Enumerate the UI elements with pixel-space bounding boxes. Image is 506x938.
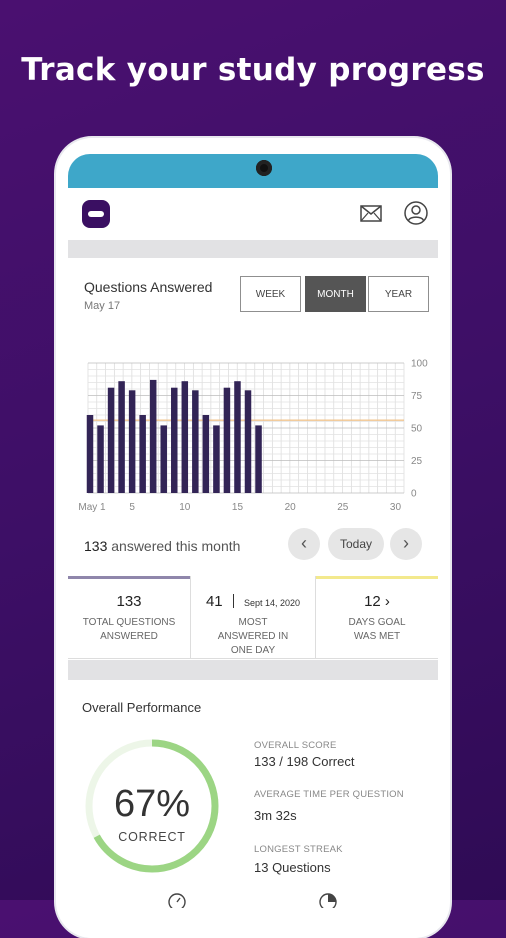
camera-icon — [256, 160, 272, 176]
bar-day-15 — [234, 381, 241, 493]
x-tick-label: 10 — [179, 502, 191, 513]
bar-day-1 — [86, 415, 94, 493]
y-tick-label: 0 — [411, 489, 417, 500]
app-logo-icon[interactable] — [82, 200, 110, 228]
overall-score-value: 133 / 198 Correct — [254, 754, 355, 769]
performance-percent-label: CORRECT — [118, 830, 185, 844]
app-screen: Questions Answered May 17 WEEK MONTH YEA… — [68, 188, 438, 938]
questions-answered-title: Questions Answered — [84, 279, 213, 295]
y-tick-label: 100 — [411, 359, 428, 370]
x-tick-label: 15 — [232, 502, 244, 513]
x-tick-label: 30 — [390, 502, 402, 513]
today-button[interactable]: Today — [328, 528, 384, 560]
avg-time-value: 3m 32s — [254, 808, 297, 823]
bar-day-3 — [107, 387, 115, 493]
longest-streak-label: LONGEST STREAK — [254, 844, 343, 855]
tab-year[interactable]: YEAR — [368, 276, 429, 312]
divider — [232, 594, 234, 608]
y-tick-label: 25 — [411, 456, 423, 467]
clock-icon[interactable] — [168, 893, 186, 908]
monthly-summary-count: 133 — [84, 538, 108, 554]
user-icon[interactable] — [404, 201, 428, 225]
bar-day-10 — [181, 381, 189, 493]
chevron-left-icon: ‹ — [301, 533, 307, 553]
section-divider — [68, 240, 438, 258]
longest-streak-value: 13 Questions — [254, 860, 331, 875]
overall-score-label: OVERALL SCORE — [254, 740, 337, 751]
bar-day-6 — [139, 415, 146, 493]
bar-day-5 — [128, 390, 136, 493]
bar-day-8 — [160, 425, 167, 493]
x-tick-label: 5 — [129, 502, 135, 513]
phone-frame: Questions Answered May 17 WEEK MONTH YEA… — [56, 138, 450, 938]
bar-day-12 — [202, 415, 210, 493]
questions-answered-date: May 17 — [84, 300, 121, 312]
y-tick-label: 50 — [411, 424, 423, 435]
y-tick-label: 75 — [411, 391, 423, 402]
stat-label: TOTAL QUESTIONS ANSWERED — [82, 617, 176, 642]
chevron-right-icon: › — [403, 533, 409, 553]
stat-value: 133 — [116, 593, 142, 610]
questions-bar-chart: 0 25 50 75 100 May 1 5 10 15 20 25 30 — [78, 359, 428, 514]
stat-value-row: 41 Sept 14, 2020 — [191, 593, 315, 610]
performance-ring: 67% CORRECT — [85, 739, 219, 873]
overall-performance-title: Overall Performance — [82, 700, 202, 715]
stat-date: Sept 14, 2020 — [243, 598, 301, 608]
avg-time-label: AVERAGE TIME PER QUESTION — [254, 789, 404, 800]
stat-accent-bar — [316, 576, 438, 579]
section-divider — [68, 660, 438, 680]
monthly-summary-text: answered this month — [111, 538, 241, 554]
bar-day-7 — [149, 379, 157, 493]
stat-value: 41 — [205, 593, 223, 610]
mail-icon[interactable] — [360, 205, 382, 222]
stat-value: 12 — [364, 593, 381, 610]
stat-label: MOST ANSWERED IN ONE DAY — [217, 617, 289, 656]
phone-status-area — [68, 154, 438, 188]
performance-percent: 67% — [114, 783, 190, 825]
app-header — [68, 188, 438, 240]
chevron-right-icon: › — [384, 593, 390, 610]
pie-chart-icon[interactable] — [319, 893, 337, 908]
performance-ring-progress — [85, 739, 219, 873]
headline: Track your study progress — [21, 52, 485, 88]
bar-day-11 — [192, 390, 199, 493]
stat-days-goal-met[interactable]: 12 › DAYS GOAL WAS MET — [316, 576, 438, 658]
x-tick-label: 25 — [337, 502, 349, 513]
bar-day-16 — [244, 390, 252, 493]
bar-day-9 — [171, 387, 178, 493]
bar-day-14 — [223, 387, 231, 493]
x-tick-label: 20 — [285, 502, 297, 513]
stat-label: DAYS GOAL WAS MET — [348, 617, 406, 642]
bar-day-17 — [255, 425, 262, 493]
x-tick-label: May 1 — [78, 502, 106, 513]
stat-accent-bar — [68, 576, 190, 579]
bar-day-4 — [118, 381, 125, 493]
next-month-button[interactable]: › — [390, 528, 422, 560]
stats-row: 133 TOTAL QUESTIONS ANSWERED 41 Sept 14,… — [68, 576, 438, 659]
tab-week[interactable]: WEEK — [240, 276, 301, 312]
tab-month[interactable]: MONTH — [305, 276, 366, 312]
previous-month-button[interactable]: ‹ — [288, 528, 320, 560]
stat-value-row: 12 › — [316, 593, 438, 610]
bottom-icons — [168, 893, 337, 908]
bar-day-2 — [97, 425, 104, 493]
stat-most-answered: 41 Sept 14, 2020 MOST ANSWERED IN ONE DA… — [191, 576, 316, 658]
stat-total-questions: 133 TOTAL QUESTIONS ANSWERED — [68, 576, 191, 658]
monthly-summary: 133 answered this month — [84, 538, 240, 554]
bar-day-13 — [213, 425, 220, 493]
